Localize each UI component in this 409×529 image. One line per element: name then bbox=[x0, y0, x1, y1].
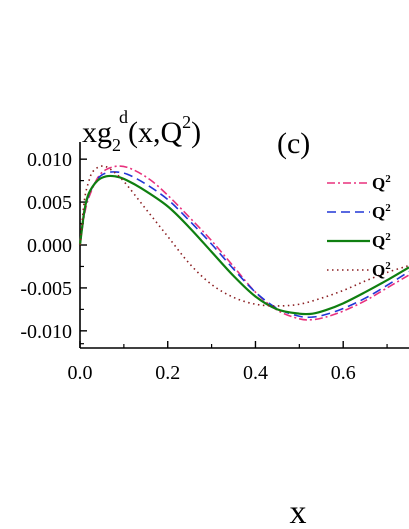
legend-label-1: Q2 bbox=[372, 173, 391, 193]
series-line-2 bbox=[79, 171, 409, 319]
chart-title: xg2d(x,Q2) bbox=[82, 107, 201, 155]
y-tick-label: 0.010 bbox=[27, 149, 72, 171]
x-axis-label: x bbox=[290, 494, 307, 529]
x-tick-label: 0.0 bbox=[68, 362, 93, 384]
x-tick-label: 0.4 bbox=[243, 362, 268, 384]
x-tick-label: 0.2 bbox=[155, 362, 180, 384]
series-line-3 bbox=[78, 174, 409, 316]
curves bbox=[78, 165, 409, 321]
y-tick-label: 0.005 bbox=[27, 192, 72, 214]
series-line-1 bbox=[79, 165, 409, 321]
legend-label-2: Q2 bbox=[372, 202, 391, 222]
panel-label: (c) bbox=[277, 127, 310, 160]
y-tick-label: 0.000 bbox=[27, 235, 72, 257]
series-line-4 bbox=[79, 165, 409, 307]
axes: 0.010 0.005 0.000 -0.005 -0.010 0.0 0.2 0.4 0.6 bbox=[20, 142, 409, 384]
legend-label-4: Q2 bbox=[372, 260, 391, 280]
legend-label-3: Q2 bbox=[372, 231, 391, 251]
legend: Q2 Q2 Q2 Q2 bbox=[327, 173, 391, 280]
x-tick-label: 0.6 bbox=[331, 362, 356, 384]
y-tick-label: -0.005 bbox=[20, 278, 72, 300]
y-tick-label: -0.010 bbox=[20, 321, 72, 343]
